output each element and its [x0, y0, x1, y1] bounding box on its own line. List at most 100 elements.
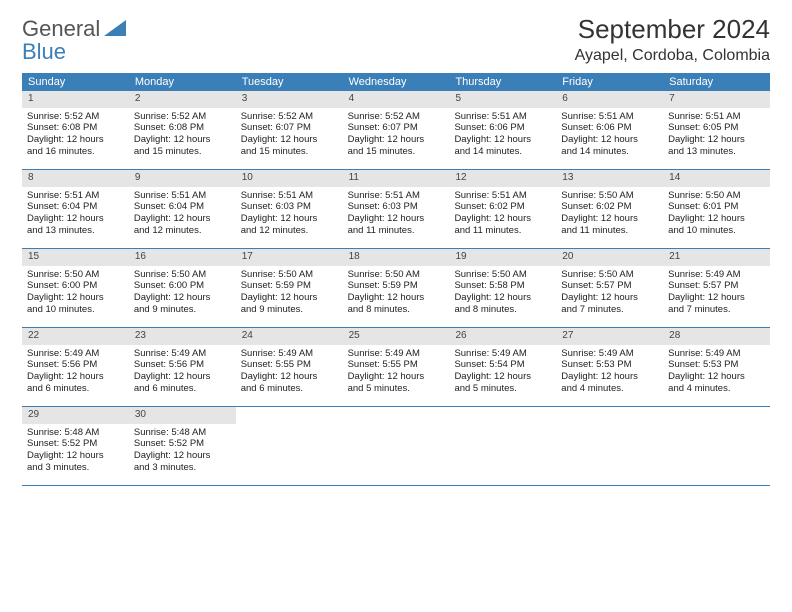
day-details: Sunrise: 5:51 AMSunset: 6:03 PMDaylight:… — [236, 187, 343, 244]
detail-line: Sunset: 5:56 PM — [134, 359, 231, 371]
detail-line: Daylight: 12 hours — [348, 213, 445, 225]
detail-line: and 4 minutes. — [561, 383, 658, 395]
calendar-cell: 11Sunrise: 5:51 AMSunset: 6:03 PMDayligh… — [343, 170, 450, 248]
detail-line: Sunset: 6:05 PM — [668, 122, 765, 134]
detail-line: and 6 minutes. — [134, 383, 231, 395]
detail-line: Daylight: 12 hours — [348, 371, 445, 383]
weekday-header: Friday — [556, 73, 663, 91]
detail-line: and 11 minutes. — [454, 225, 551, 237]
day-number: 11 — [343, 170, 450, 187]
detail-line: and 6 minutes. — [241, 383, 338, 395]
day-number: 25 — [343, 328, 450, 345]
detail-line: Sunrise: 5:50 AM — [241, 269, 338, 281]
calendar-cell: 20Sunrise: 5:50 AMSunset: 5:57 PMDayligh… — [556, 249, 663, 327]
day-details: Sunrise: 5:51 AMSunset: 6:05 PMDaylight:… — [663, 108, 770, 165]
day-number: 10 — [236, 170, 343, 187]
detail-line: Daylight: 12 hours — [27, 292, 124, 304]
detail-line: Daylight: 12 hours — [348, 134, 445, 146]
calendar-cell: 22Sunrise: 5:49 AMSunset: 5:56 PMDayligh… — [22, 328, 129, 406]
detail-line: Sunset: 5:52 PM — [27, 438, 124, 450]
detail-line: Sunset: 6:00 PM — [134, 280, 231, 292]
detail-line: Sunrise: 5:52 AM — [27, 111, 124, 123]
detail-line: Sunrise: 5:49 AM — [241, 348, 338, 360]
detail-line: Sunset: 6:08 PM — [134, 122, 231, 134]
day-details: Sunrise: 5:51 AMSunset: 6:02 PMDaylight:… — [449, 187, 556, 244]
detail-line: and 4 minutes. — [668, 383, 765, 395]
detail-line: Sunset: 6:07 PM — [241, 122, 338, 134]
calendar-cell: 9Sunrise: 5:51 AMSunset: 6:04 PMDaylight… — [129, 170, 236, 248]
calendar-cell — [236, 407, 343, 485]
day-details: Sunrise: 5:50 AMSunset: 5:57 PMDaylight:… — [556, 266, 663, 323]
header-right: September 2024 Ayapel, Cordoba, Colombia — [575, 14, 770, 65]
detail-line: and 7 minutes. — [561, 304, 658, 316]
calendar-cell: 30Sunrise: 5:48 AMSunset: 5:52 PMDayligh… — [129, 407, 236, 485]
calendar-week: 15 Sunrise: 5:50 AM Sunset: 6:00 PM Dayligh… — [22, 249, 770, 328]
detail-line: Daylight: 12 hours — [668, 134, 765, 146]
detail-line: Sunset: 6:07 PM — [348, 122, 445, 134]
calendar-cell: 1Sunrise: 5:52 AMSunset: 6:08 PMDaylight… — [22, 91, 129, 169]
detail-line: Sunset: 6:06 PM — [561, 122, 658, 134]
calendar-cell: 27Sunrise: 5:49 AMSunset: 5:53 PMDayligh… — [556, 328, 663, 406]
detail-line: Daylight: 12 hours — [134, 450, 231, 462]
detail-line: Daylight: 12 hours — [668, 292, 765, 304]
day-number: 27 — [556, 328, 663, 345]
day-number: 7 — [663, 91, 770, 108]
detail-line: Sunrise: 5:51 AM — [27, 190, 124, 202]
calendar-cell: 5Sunrise: 5:51 AMSunset: 6:06 PMDaylight… — [449, 91, 556, 169]
calendar-cell: 17Sunrise: 5:50 AMSunset: 5:59 PMDayligh… — [236, 249, 343, 327]
day-number: 18 — [343, 249, 450, 266]
detail-line: Sunrise: 5:52 AM — [348, 111, 445, 123]
detail-line: Daylight: 12 hours — [454, 371, 551, 383]
calendar-cell: 21Sunrise: 5:49 AMSunset: 5:57 PMDayligh… — [663, 249, 770, 327]
detail-line: Sunset: 5:53 PM — [668, 359, 765, 371]
day-details: Sunrise: 5:50 AMSunset: 5:58 PMDaylight:… — [449, 266, 556, 323]
day-details: Sunrise: 5:50 AMSunset: 5:59 PMDaylight:… — [236, 266, 343, 323]
detail-line: Sunset: 5:55 PM — [241, 359, 338, 371]
detail-line: Sunrise: 5:50 AM — [668, 190, 765, 202]
day-details: Sunrise: 5:50 AMSunset: 5:59 PMDaylight:… — [343, 266, 450, 323]
day-number: 16 — [129, 249, 236, 266]
detail-line: Sunset: 5:54 PM — [454, 359, 551, 371]
calendar-cell — [663, 407, 770, 485]
calendar-cell — [449, 407, 556, 485]
day-number: 8 — [22, 170, 129, 187]
day-number: 9 — [129, 170, 236, 187]
calendar-cell: 14 Sunrise: 5:50 AMSunset: 6:01 PMDayligh… — [663, 170, 770, 248]
detail-line: and 11 minutes. — [348, 225, 445, 237]
detail-line: Daylight: 12 hours — [561, 292, 658, 304]
detail-line: and 11 minutes. — [561, 225, 658, 237]
day-details: Sunrise: 5:50 AMSunset: 6:02 PMDaylight:… — [556, 187, 663, 244]
calendar-cell: 2Sunrise: 5:52 AMSunset: 6:08 PMDaylight… — [129, 91, 236, 169]
detail-line: Daylight: 12 hours — [134, 134, 231, 146]
calendar-week: 8Sunrise: 5:51 AMSunset: 6:04 PMDaylight… — [22, 170, 770, 249]
weekday-header: Monday — [129, 73, 236, 91]
day-number: 1 — [22, 91, 129, 108]
detail-line: Daylight: 12 hours — [668, 213, 765, 225]
calendar: SundayMondayTuesdayWednesdayThursdayFrid… — [22, 73, 770, 486]
detail-line: Daylight: 12 hours — [134, 371, 231, 383]
day-details: Sunrise: 5:49 AMSunset: 5:56 PMDaylight:… — [22, 345, 129, 402]
day-number: 15 — [22, 249, 129, 266]
detail-line: Sunrise: 5:49 AM — [134, 348, 231, 360]
calendar-week: 22Sunrise: 5:49 AMSunset: 5:56 PMDayligh… — [22, 328, 770, 407]
detail-line: Sunrise: 5:50 AM — [27, 269, 124, 281]
detail-line: Daylight: 12 hours — [561, 371, 658, 383]
detail-line: Sunset: 6:01 PM — [668, 201, 765, 213]
detail-line: and 7 minutes. — [668, 304, 765, 316]
detail-line: Sunset: 5:55 PM — [348, 359, 445, 371]
calendar-cell: 6Sunrise: 5:51 AMSunset: 6:06 PMDaylight… — [556, 91, 663, 169]
day-details: Sunrise: 5:51 AMSunset: 6:03 PMDaylight:… — [343, 187, 450, 244]
detail-line: Sunrise: 5:49 AM — [561, 348, 658, 360]
day-number: 2 — [129, 91, 236, 108]
detail-line: and 14 minutes. — [561, 146, 658, 158]
detail-line: Daylight: 12 hours — [561, 213, 658, 225]
calendar-cell — [556, 407, 663, 485]
calendar-week: 29Sunrise: 5:48 AMSunset: 5:52 PMDayligh… — [22, 407, 770, 486]
brand-name-2: Blue — [22, 39, 66, 64]
detail-line: Sunrise: 5:51 AM — [348, 190, 445, 202]
detail-line: Daylight: 12 hours — [134, 213, 231, 225]
detail-line: Sunset: 5:52 PM — [134, 438, 231, 450]
day-details: Sunrise: 5:49 AMSunset: 5:54 PMDaylight:… — [449, 345, 556, 402]
calendar-cell: 18Sunrise: 5:50 AMSunset: 5:59 PMDayligh… — [343, 249, 450, 327]
day-number: 14 — [663, 170, 770, 187]
